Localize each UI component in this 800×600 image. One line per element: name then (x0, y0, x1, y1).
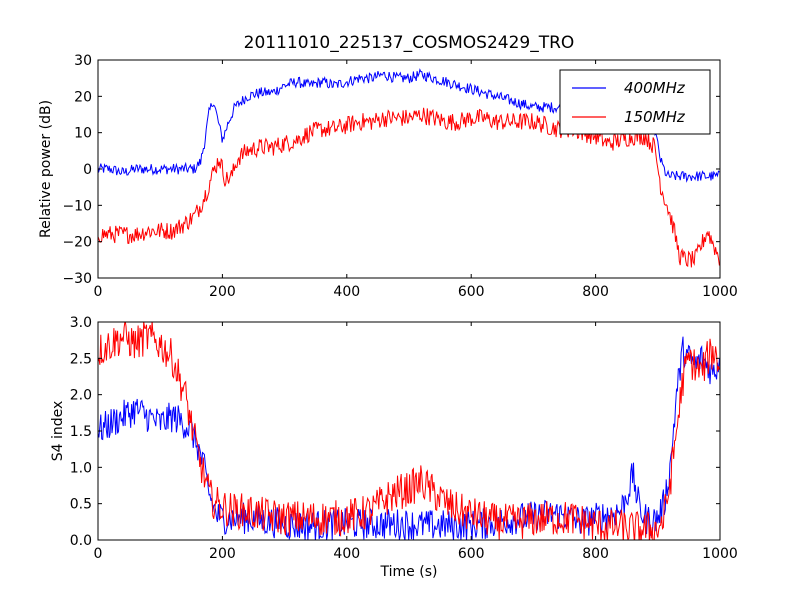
s4-series-150mhz (98, 322, 720, 540)
power-xtick-label: 0 (94, 284, 103, 300)
legend-label-400mhz: 400MHz (624, 79, 686, 97)
power-ytick-label: −20 (62, 235, 92, 251)
s4-axis-ticks: 0 200 400 600 800 1000 0.0 0.5 1.0 1.5 2.0 2.5 3.0 (70, 315, 738, 562)
power-ylabel: Relative power (dB) (38, 100, 54, 238)
chart-title: 20111010_225137_COSMOS2429_TRO (244, 33, 575, 53)
power-xtick-label: 400 (333, 284, 360, 300)
power-ytick-label: 30 (74, 53, 92, 69)
power-ytick-label: −30 (62, 271, 92, 287)
s4-xtick-label: 0 (94, 546, 103, 562)
s4-ytick-label: 1.5 (70, 424, 92, 440)
s4-xtick-label: 800 (582, 546, 609, 562)
s4-ytick-label: 2.5 (70, 351, 92, 367)
power-series-150mhz (98, 107, 720, 268)
s4-ylabel: S4 index (50, 401, 66, 462)
s4-ytick-label: 0.5 (70, 497, 92, 513)
power-panel: 20111010_225137_COSMOS2429_TRO 0 200 400 60… (38, 33, 738, 300)
power-xtick-label: 1000 (702, 284, 738, 300)
power-xtick-label: 200 (209, 284, 236, 300)
s4-plot-area (98, 322, 720, 540)
s4-ytick-label: 2.0 (70, 388, 92, 404)
legend-label-150mhz: 150MHz (624, 108, 686, 126)
power-ytick-label: −10 (62, 198, 92, 214)
power-axis-ticks: 0 200 400 600 800 1000 −30 −20 −10 0 10 20 30 (62, 53, 737, 300)
s4-xlabel: Time (s) (380, 564, 438, 580)
s4-xtick-label: 1000 (702, 546, 738, 562)
legend-box (559, 69, 711, 135)
s4-panel: 0 200 400 600 800 1000 0.0 0.5 1.0 1.5 2.0 2.5 3.0 S… (50, 315, 738, 580)
s4-xtick-label: 600 (458, 546, 485, 562)
power-xtick-label: 600 (458, 284, 485, 300)
s4-ytick-label: 1.0 (70, 460, 92, 476)
power-ytick-label: 20 (74, 89, 92, 105)
s4-ytick-label: 3.0 (70, 315, 92, 331)
power-ytick-label: 10 (74, 126, 92, 142)
power-xtick-label: 800 (582, 284, 609, 300)
power-ytick-label: 0 (83, 162, 92, 178)
legend: 400MHz 150MHz (559, 69, 711, 135)
s4-xtick-label: 200 (209, 546, 236, 562)
s4-xtick-label: 400 (333, 546, 360, 562)
s4-ytick-label: 0.0 (70, 533, 92, 549)
